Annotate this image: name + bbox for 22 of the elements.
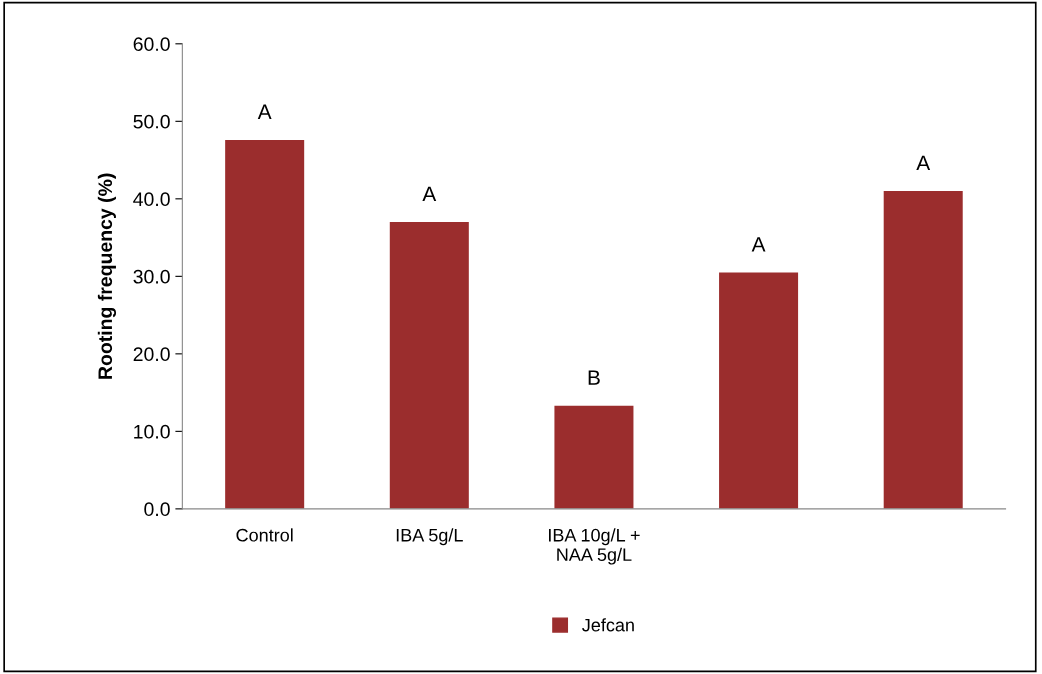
bar xyxy=(225,139,305,509)
annotation: A xyxy=(257,104,272,119)
y-tick-label: 30.0 xyxy=(133,269,170,284)
y-tick-label: 0.0 xyxy=(144,502,170,517)
x-tick-label: Control xyxy=(236,528,293,542)
x-tick-label: IBA 5g/L xyxy=(396,528,463,546)
y-tick-label: 40.0 xyxy=(133,192,170,207)
y-tick-label: 50.0 xyxy=(133,114,170,129)
y-tick-label: 20.0 xyxy=(133,347,170,362)
bar xyxy=(389,222,469,509)
y-axis-title: Rooting frequency (%) xyxy=(97,173,117,379)
annotation: B xyxy=(588,370,600,385)
annotation: A xyxy=(916,155,931,171)
legend-label: Jefcan xyxy=(582,618,634,632)
bar xyxy=(883,191,963,509)
bar xyxy=(719,272,799,509)
y-tick-label: 10.0 xyxy=(134,424,170,439)
annotation: A xyxy=(751,237,766,252)
bar xyxy=(554,405,634,509)
x-tick-label: IBA 10g/L + NAA 5g/L xyxy=(549,528,640,565)
annotation: A xyxy=(422,186,437,202)
y-tick-label: 60.0 xyxy=(133,37,170,52)
